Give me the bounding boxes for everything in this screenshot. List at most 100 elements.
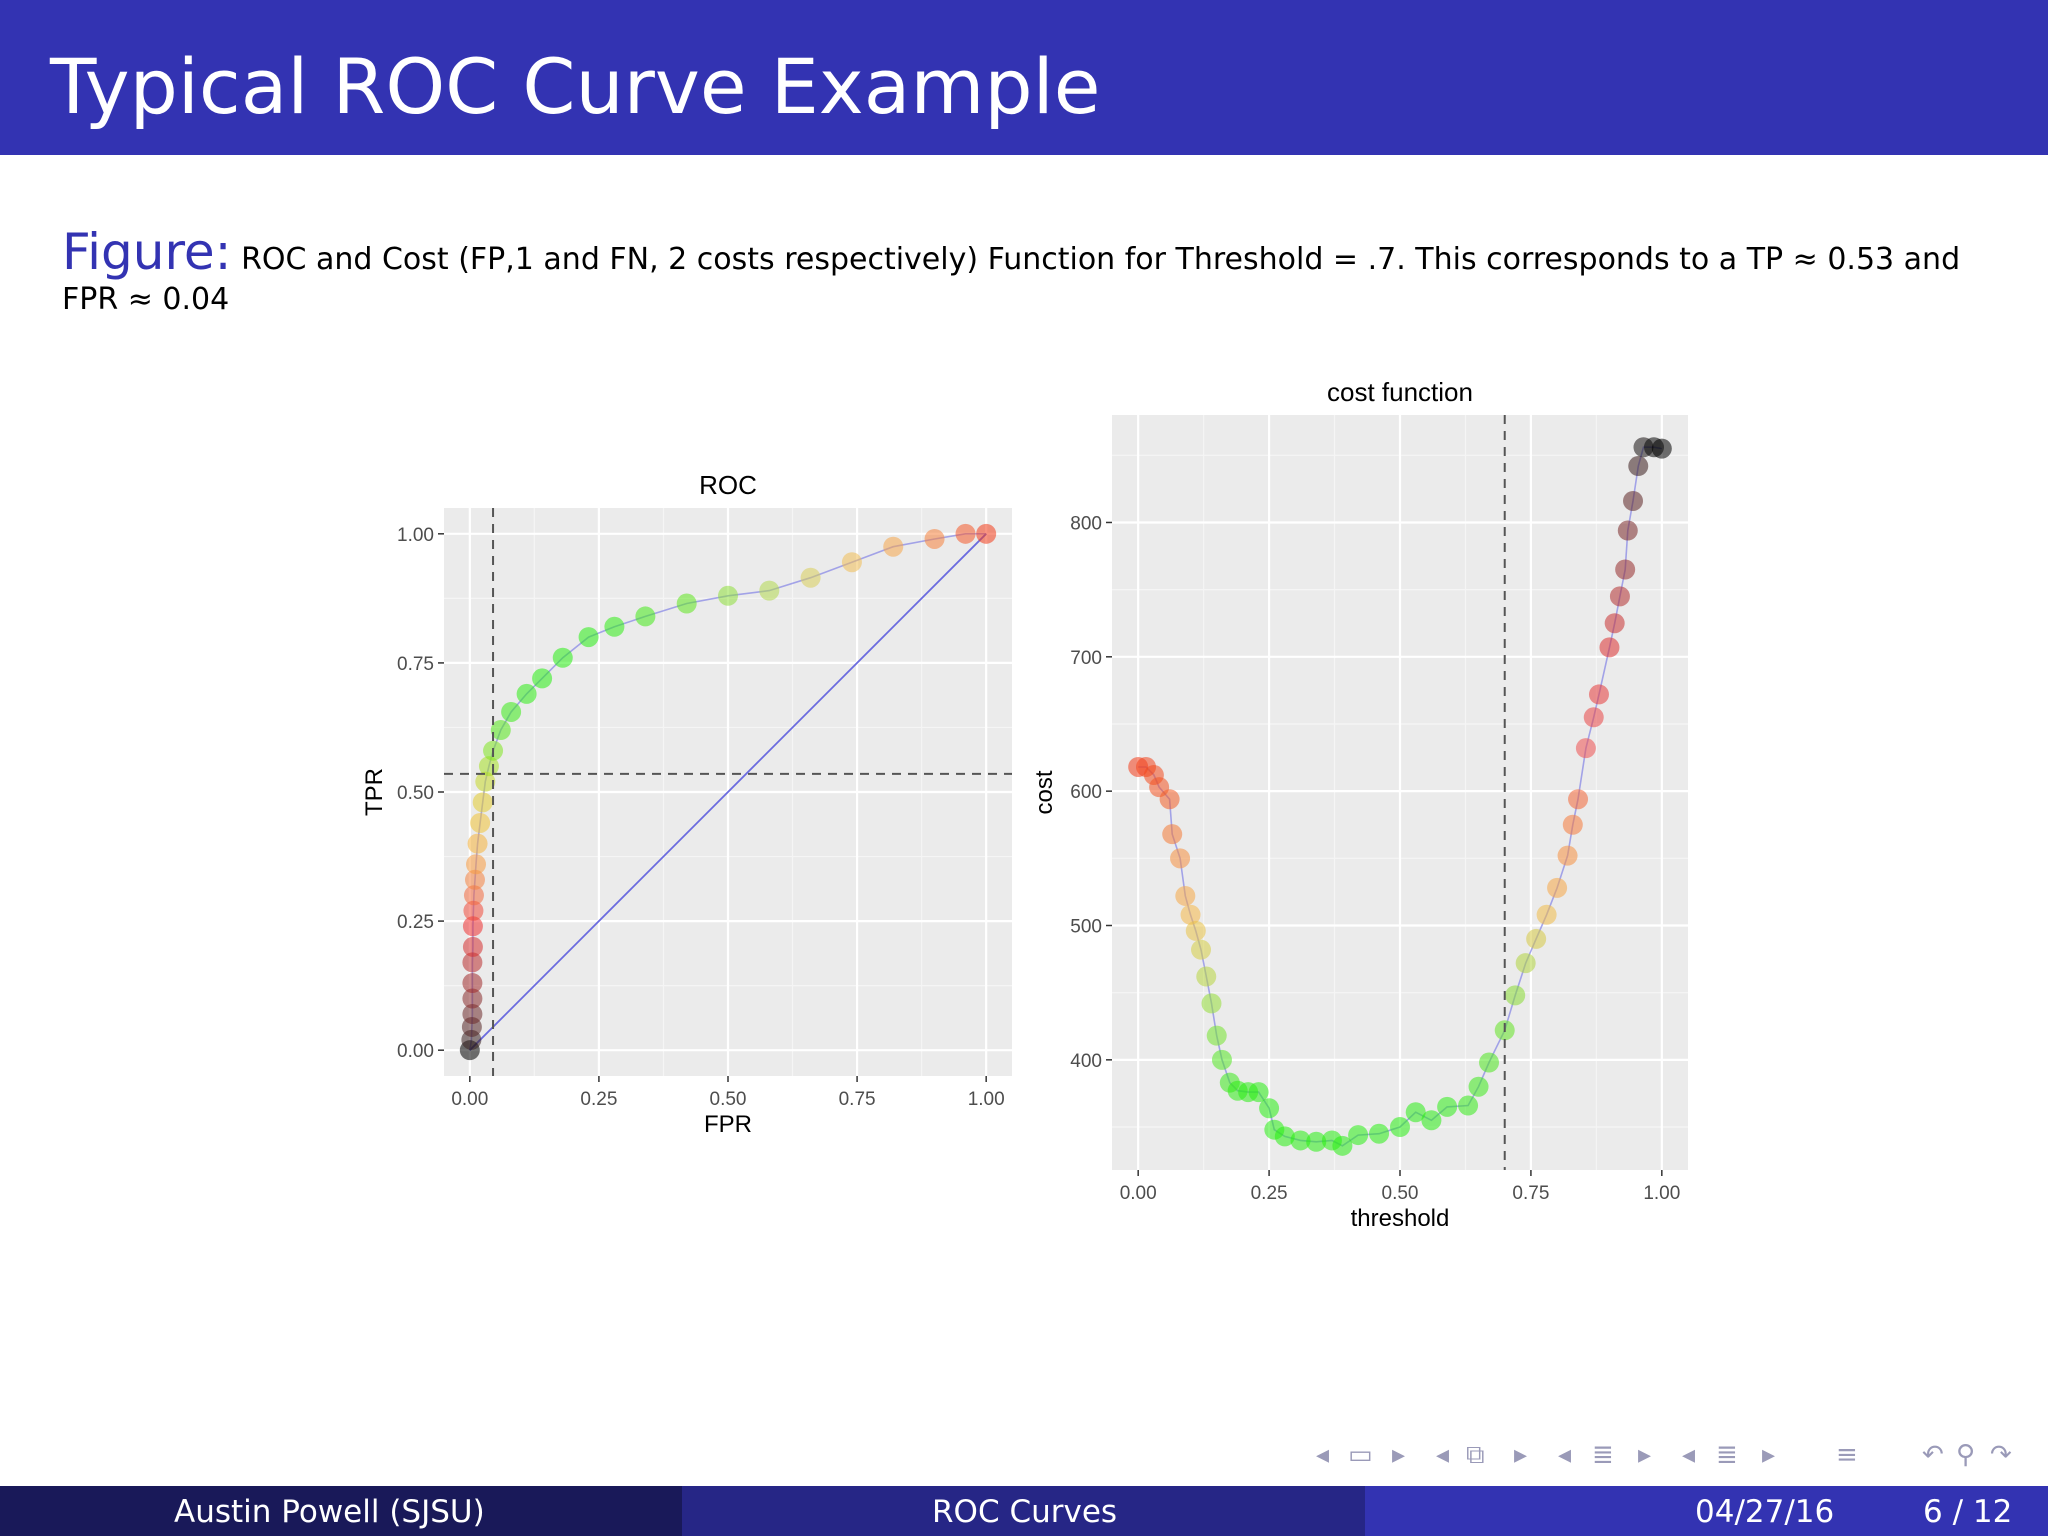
cost-data-point: [1615, 559, 1636, 580]
footer-page-number: 6 / 12: [1923, 1494, 2013, 1530]
roc-data-point: [466, 854, 487, 875]
roc-data-point: [463, 900, 484, 921]
cost-data-point: [1505, 985, 1526, 1006]
cost-data-point: [1575, 738, 1596, 759]
roc-y-tick-label: 0.50: [397, 783, 434, 804]
footer-date-box: 04/27/16 6 / 12: [1365, 1486, 2048, 1536]
roc-data-point: [532, 668, 553, 689]
cost-data-point: [1651, 438, 1672, 459]
cost-data-point: [1623, 490, 1644, 511]
cost-data-point: [1332, 1135, 1353, 1156]
subsection-icon[interactable]: ⧉: [1466, 1440, 1485, 1470]
roc-y-tick-label: 0.00: [397, 1041, 434, 1062]
roc-data-point: [800, 567, 821, 588]
list-next-icon[interactable]: ▸: [1762, 1440, 1776, 1470]
roc-chart: 0.00 0.25 0.50 0.75 1.00 0.00 0.25 0.50 0.75 1.00…: [360, 460, 1020, 1140]
roc-data-point: [955, 523, 976, 544]
cost-data-point: [1547, 877, 1568, 898]
subsection-prev-icon[interactable]: ◂: [1436, 1440, 1450, 1470]
caption-text: ROC and Cost (FP,1 and FN, 2 costs respe…: [62, 242, 1961, 317]
cost-data-point: [1191, 939, 1212, 960]
roc-data-point: [462, 952, 483, 973]
roc-data-point: [759, 580, 780, 601]
slide-title: Typical ROC Curve Example: [50, 42, 1101, 131]
cost-data-point: [1390, 1117, 1410, 1138]
cost-svg: 0.00 0.25 0.50 0.75 1.00 400 500 600 700 800 cost …: [1031, 377, 1688, 1232]
roc-y-tick-label: 0.75: [397, 654, 434, 675]
cost-data-point: [1290, 1130, 1311, 1151]
roc-data-point: [841, 552, 862, 573]
cost-data-point: [1617, 520, 1638, 541]
cost-data-point: [1437, 1096, 1458, 1117]
cost-data-point: [1201, 993, 1222, 1014]
cost-data-point: [1599, 637, 1620, 658]
cost-data-point: [1180, 904, 1201, 925]
toc-icon[interactable]: ≡: [1836, 1440, 1858, 1470]
footer-author: Austin Powell (SJSU): [174, 1494, 485, 1530]
roc-data-point: [676, 593, 697, 614]
roc-data-point: [718, 585, 738, 606]
cost-x-axis-label: threshold: [1351, 1205, 1450, 1232]
section-prev-icon[interactable]: ◂: [1558, 1440, 1572, 1470]
roc-x-tick-label: 0.25: [580, 1089, 617, 1110]
cost-y-tick-label: 700: [1070, 648, 1102, 669]
cost-data-point: [1162, 824, 1183, 845]
cost-data-point: [1348, 1125, 1369, 1146]
roc-data-point: [924, 528, 945, 549]
cost-x-tick-label: 1.00: [1643, 1183, 1680, 1204]
cost-y-axis-label: cost: [1031, 770, 1058, 814]
footer: Austin Powell (SJSU) ROC Curves 04/27/16…: [0, 1486, 2048, 1536]
title-bar: Typical ROC Curve Example: [0, 0, 2048, 155]
cost-data-point: [1185, 920, 1206, 941]
roc-data-point: [578, 627, 599, 648]
cost-x-tick-label: 0.25: [1251, 1183, 1288, 1204]
search-icon[interactable]: ⚲: [1956, 1440, 1976, 1470]
list-prev-icon[interactable]: ◂: [1682, 1440, 1696, 1470]
cost-data-point: [1526, 928, 1547, 949]
cost-data-point: [1206, 1025, 1227, 1046]
back-icon[interactable]: ↶: [1922, 1440, 1944, 1470]
cost-y-tick-label: 800: [1070, 513, 1102, 534]
section-icon[interactable]: ≣: [1592, 1440, 1614, 1470]
cost-title: cost function: [1327, 377, 1473, 407]
roc-x-tick-label: 1.00: [968, 1089, 1005, 1110]
roc-data-point: [462, 916, 483, 937]
roc-data-point: [467, 833, 488, 854]
roc-y-tick-label: 1.00: [397, 525, 434, 546]
roc-data-point: [463, 885, 484, 906]
roc-title: ROC: [699, 470, 757, 500]
cost-data-point: [1562, 814, 1583, 835]
roc-data-point: [462, 988, 483, 1009]
list-icon[interactable]: ≣: [1716, 1440, 1738, 1470]
frame-next-icon[interactable]: ▸: [1392, 1440, 1406, 1470]
cost-data-point: [1421, 1110, 1442, 1131]
cost-data-point: [1588, 684, 1609, 705]
cost-data-point: [1248, 1082, 1269, 1103]
cost-x-tick-label: 0.75: [1512, 1183, 1549, 1204]
roc-data-point: [516, 683, 537, 704]
subsection-next-icon[interactable]: ▸: [1514, 1440, 1528, 1470]
roc-data-point: [462, 1004, 483, 1025]
cost-data-point: [1170, 848, 1191, 869]
roc-data-point: [472, 792, 493, 813]
roc-y-axis-label: TPR: [361, 768, 388, 816]
cost-data-point: [1159, 789, 1180, 810]
roc-data-point: [462, 973, 483, 994]
footer-title-box: ROC Curves: [682, 1486, 1365, 1536]
cost-data-point: [1479, 1052, 1500, 1073]
cost-function-chart: 0.00 0.25 0.50 0.75 1.00 400 500 600 700 800 cost …: [1030, 365, 1700, 1240]
section-next-icon[interactable]: ▸: [1638, 1440, 1652, 1470]
roc-x-tick-label: 0.50: [710, 1089, 747, 1110]
roc-data-point: [976, 523, 997, 544]
frame-prev-icon[interactable]: ◂: [1316, 1440, 1330, 1470]
cost-data-point: [1468, 1076, 1489, 1097]
forward-icon[interactable]: ↷: [1990, 1440, 2012, 1470]
cost-y-tick-label: 500: [1070, 916, 1102, 937]
roc-data-point: [462, 936, 483, 957]
footer-date: 04/27/16: [1695, 1494, 1835, 1530]
frame-icon[interactable]: ▭: [1348, 1440, 1373, 1470]
cost-data-point: [1405, 1102, 1426, 1123]
cost-x-tick-label: 0.00: [1120, 1183, 1157, 1204]
cost-data-point: [1274, 1126, 1295, 1147]
roc-diagonal-reference-line: [469, 533, 987, 1051]
